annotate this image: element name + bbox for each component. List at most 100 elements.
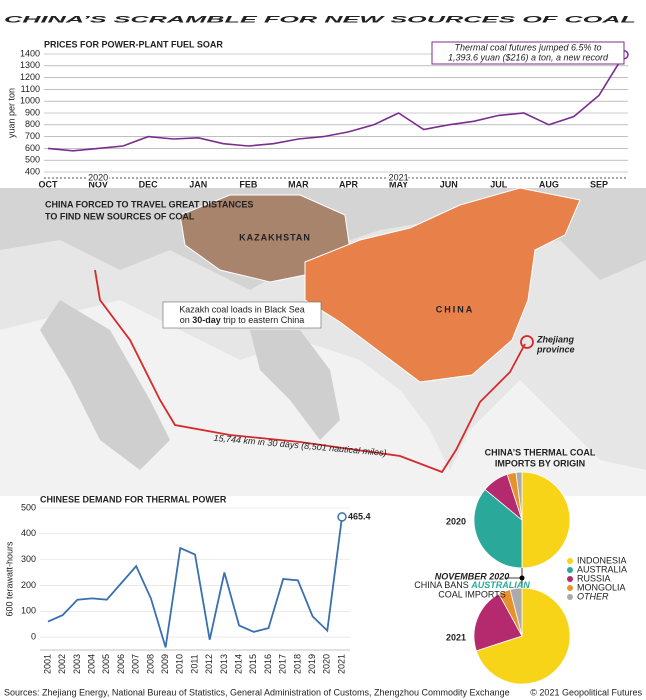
x-tick-label: 2019 (307, 654, 317, 674)
x-tick-label: MAY (389, 179, 408, 189)
sources: Sources: Zhejiang Energy, National Burea… (4, 687, 510, 697)
note-box (162, 301, 322, 329)
value-label: 465.4 (348, 511, 371, 521)
x-tick-label: MAR (288, 179, 309, 189)
x-tick-label: 2020 (322, 654, 332, 674)
china (304, 187, 581, 383)
pie-slice (473, 488, 523, 569)
x-tick-label: 2015 (248, 654, 258, 674)
india (250, 330, 340, 440)
chart-title: CHINESE DEMAND FOR THERMAL POWER (40, 494, 227, 504)
x-tick-label: JAN (189, 179, 207, 189)
legend-swatch (567, 558, 573, 564)
year-label: 2020 (88, 172, 108, 182)
x-tick-label: 2004 (86, 654, 96, 674)
x-tick-label: 2007 (131, 654, 141, 674)
x-tick-label: 2001 (42, 654, 52, 674)
y-tick-label: 300 (21, 554, 36, 564)
x-tick-label: 2003 (72, 654, 82, 674)
y-tick-label: 700 (25, 131, 40, 141)
y-axis-label: yuan per ton (6, 88, 16, 138)
x-tick-label: AUG (539, 179, 559, 189)
legend-label: AUSTRALIA (577, 564, 627, 574)
legend-label: OTHER (577, 591, 609, 601)
pie-slice (521, 471, 571, 569)
y-tick-label: 500 (21, 502, 36, 512)
y-tick-label: 1400 (20, 48, 40, 58)
x-tick-label: 2010 (175, 654, 185, 674)
y-tick-label: 800 (25, 119, 40, 129)
x-tick-label: 2002 (57, 654, 67, 674)
legend-label: RUSSIA (577, 573, 611, 583)
country-label: CHINA (436, 304, 475, 314)
x-tick-label: SEP (590, 179, 608, 189)
arabia (40, 300, 170, 470)
x-tick-label: 2011 (189, 654, 199, 673)
region-label: province (536, 344, 575, 354)
note: Kazakh coal loads in Black Sea (179, 304, 305, 314)
region-label: Zhejiang (536, 334, 575, 344)
annotation-part: AUSTRALIAN (470, 580, 530, 590)
price-line (47, 516, 343, 648)
chart-title: PRICES FOR POWER-PLANT FUEL SOAR (44, 39, 223, 49)
chart-title: CHINA’S THERMAL COAL (485, 447, 596, 457)
y-tick-label: 1100 (21, 84, 40, 94)
x-tick-label: OCT (39, 179, 59, 189)
shipping-route (94, 269, 526, 474)
y-tick-label: 100 (21, 606, 36, 616)
year-label: 2021 (389, 172, 409, 182)
map-title: CHINA FORCED TO TRAVEL GREAT DISTANCES (45, 199, 253, 209)
legend-label: MONGOLIA (577, 582, 626, 592)
x-tick-label: JUL (490, 179, 508, 189)
y-tick-label: 1000 (20, 96, 40, 106)
x-tick-label: 2008 (145, 654, 155, 674)
pie-slice (515, 471, 523, 521)
y-tick-label: 1200 (20, 72, 40, 82)
end-marker (337, 512, 347, 522)
x-tick-label: 2017 (278, 654, 288, 674)
country-label: KAZAKHSTAN (239, 232, 311, 242)
y-tick-label: 600 (25, 143, 40, 153)
legend-swatch (567, 567, 573, 573)
x-tick-label: 2009 (160, 654, 170, 674)
y-tick-label: 1300 (20, 60, 40, 70)
x-tick-label: 2021 (336, 654, 346, 674)
annotation: 1,393.6 yuan ($216) a ton, a new record (448, 52, 609, 62)
annotation: Thermal coal futures jumped 6.5% to (454, 42, 601, 52)
x-tick-label: 2012 (204, 654, 214, 674)
annotation: NOVEMBER 2020 (435, 571, 510, 581)
x-tick-label: 2006 (116, 654, 126, 674)
legend-swatch (567, 576, 573, 582)
y-tick-label: 500 (25, 155, 40, 165)
x-tick-label: 2013 (219, 654, 229, 674)
annotation: COAL IMPORTS (438, 589, 506, 599)
price-line (47, 54, 625, 152)
annotation-box (431, 41, 625, 65)
chart-title: IMPORTS BY ORIGIN (495, 458, 585, 468)
y-tick-label: 0 (31, 631, 36, 641)
x-tick-label: JUN (440, 179, 458, 189)
pie-label: 2020 (446, 516, 466, 526)
note-part: trip to eastern China (223, 315, 304, 325)
y-tick-label: 900 (25, 107, 40, 117)
x-tick-label: NOV (88, 179, 108, 189)
x-tick-label: FEB (239, 179, 258, 189)
note-part: 30-day (192, 315, 221, 325)
pie-slice (475, 587, 571, 685)
x-tick-label: 2018 (292, 654, 302, 674)
annotation-part: CHINA BANS (414, 580, 469, 590)
y-tick-label: 400 (25, 166, 40, 176)
zhejiang-marker (520, 335, 534, 349)
x-tick-label: DEC (139, 179, 159, 189)
y-tick-label: 400 (21, 528, 36, 538)
x-tick-label: 2005 (101, 654, 111, 674)
y-tick-label: 200 (21, 580, 36, 590)
map-title: TO FIND NEW SOURCES OF COAL (45, 211, 195, 221)
page-title: CHINA’S SCRAMBLE FOR NEW SOURCES OF COAL (4, 14, 636, 24)
y-axis-label: 600 terawatt-hours (4, 541, 14, 617)
x-tick-label: APR (339, 179, 359, 189)
map: CHINA FORCED TO TRAVEL GREAT DISTANCES T… (0, 187, 646, 496)
legend-swatch (567, 594, 573, 600)
